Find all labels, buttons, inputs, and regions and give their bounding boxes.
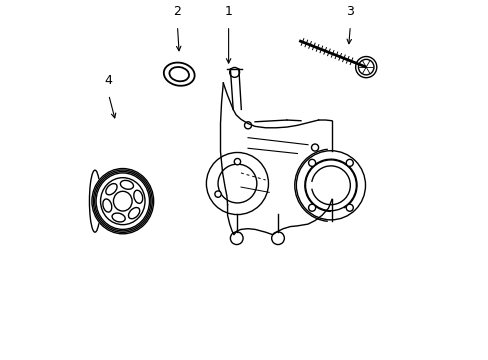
Ellipse shape (134, 190, 142, 203)
Circle shape (244, 122, 251, 129)
Circle shape (308, 159, 315, 166)
Ellipse shape (128, 207, 140, 219)
Ellipse shape (105, 184, 117, 195)
Circle shape (308, 204, 315, 211)
Circle shape (230, 232, 243, 244)
Circle shape (214, 191, 221, 197)
Ellipse shape (102, 199, 112, 212)
Text: 2: 2 (173, 5, 181, 18)
Circle shape (346, 159, 352, 166)
Circle shape (305, 160, 356, 211)
Circle shape (346, 204, 352, 211)
Circle shape (358, 59, 373, 75)
Text: 4: 4 (104, 73, 112, 86)
Circle shape (218, 164, 256, 203)
Circle shape (296, 151, 365, 220)
Ellipse shape (120, 180, 133, 189)
Circle shape (234, 158, 240, 165)
Text: 1: 1 (224, 5, 232, 18)
Ellipse shape (113, 191, 132, 211)
Circle shape (311, 144, 318, 151)
Text: 3: 3 (346, 5, 353, 18)
Ellipse shape (101, 178, 145, 225)
Circle shape (271, 232, 284, 244)
Circle shape (206, 153, 268, 215)
Ellipse shape (112, 213, 125, 222)
